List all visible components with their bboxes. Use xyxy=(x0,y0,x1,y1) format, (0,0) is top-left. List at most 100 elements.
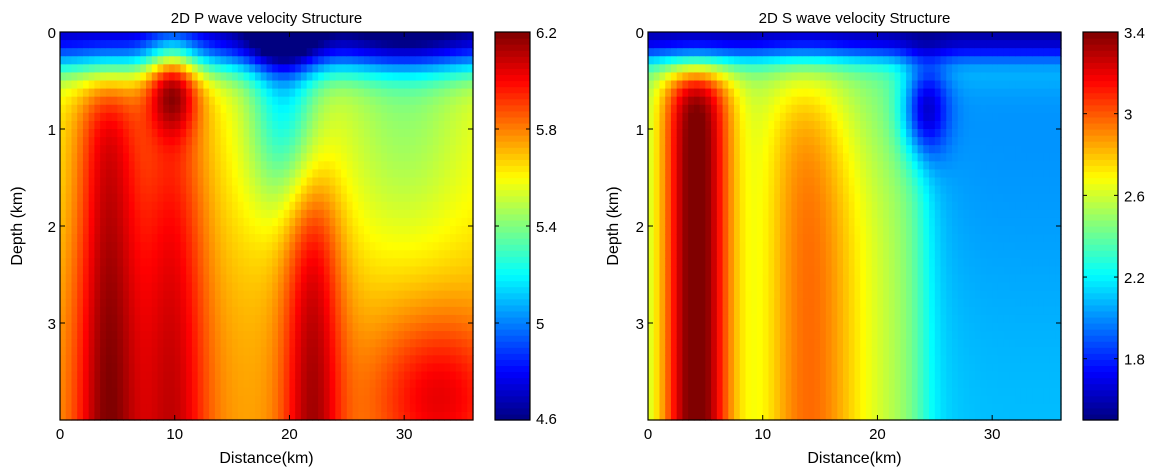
field-cell xyxy=(71,331,78,340)
field-cell xyxy=(739,266,747,276)
field-cell xyxy=(682,161,689,171)
field-cell xyxy=(802,145,810,154)
field-cell xyxy=(421,274,428,284)
field-cell xyxy=(688,64,695,74)
field-cell xyxy=(277,306,285,316)
field-cell xyxy=(146,379,153,389)
field-cell xyxy=(455,290,463,300)
field-cell xyxy=(659,355,666,365)
field-cell xyxy=(249,80,256,90)
field-cell xyxy=(318,395,325,405)
field-cell xyxy=(797,298,804,308)
field-cell xyxy=(100,258,107,268)
field-cell xyxy=(659,169,666,179)
field-cell xyxy=(682,363,689,373)
field-cell xyxy=(467,145,474,154)
field-cell xyxy=(415,209,422,219)
field-cell xyxy=(352,104,359,114)
field-cell xyxy=(186,193,193,203)
field-cell xyxy=(128,209,136,219)
field-cell xyxy=(398,411,405,421)
field-cell xyxy=(398,290,405,300)
field-cell xyxy=(427,274,434,284)
field-cell xyxy=(797,234,804,243)
field-cell xyxy=(779,64,787,74)
field-cell xyxy=(797,323,804,332)
field-cell xyxy=(670,306,678,316)
field-cell xyxy=(105,169,113,179)
field-cell xyxy=(191,129,199,138)
field-cell xyxy=(341,282,348,292)
field-cell xyxy=(774,323,781,332)
field-cell xyxy=(364,411,371,421)
field-cell xyxy=(386,64,394,74)
field-cell xyxy=(659,96,666,106)
colorbar-band xyxy=(495,383,530,391)
field-cell xyxy=(699,250,706,259)
field-cell xyxy=(232,88,239,98)
field-cell xyxy=(60,250,67,259)
field-cell xyxy=(111,339,118,348)
field-cell xyxy=(100,137,107,146)
field-cell xyxy=(716,234,724,243)
field-cell xyxy=(705,363,712,373)
field-cell xyxy=(243,217,250,227)
field-cell xyxy=(260,306,268,316)
field-cell xyxy=(653,32,661,41)
field-cell xyxy=(728,323,735,332)
field-cell xyxy=(785,363,793,373)
field-cell xyxy=(670,185,678,195)
field-cell xyxy=(774,371,781,381)
field-cell xyxy=(289,242,296,251)
field-cell xyxy=(312,242,319,251)
field-cell xyxy=(105,290,113,300)
field-cell xyxy=(191,88,199,98)
field-cell xyxy=(699,226,706,235)
field-cell xyxy=(272,169,279,179)
field-cell xyxy=(461,331,468,340)
field-cell xyxy=(814,96,821,106)
field-cell xyxy=(220,88,227,98)
field-cell xyxy=(65,298,73,308)
field-cell xyxy=(751,282,758,292)
field-cell xyxy=(745,395,752,405)
field-cell xyxy=(197,129,205,138)
field-cell xyxy=(329,185,336,195)
field-cell xyxy=(128,48,136,57)
field-cell xyxy=(105,96,113,106)
field-cell xyxy=(146,137,153,146)
field-cell xyxy=(277,80,285,90)
field-cell xyxy=(427,282,434,292)
field-cell xyxy=(277,314,285,324)
field-cell xyxy=(762,56,770,65)
field-cell xyxy=(768,226,775,235)
field-cell xyxy=(214,347,222,356)
field-cell xyxy=(134,339,141,348)
field-cell xyxy=(722,137,729,146)
field-cell xyxy=(306,217,313,227)
field-cell xyxy=(323,395,331,405)
field-cell xyxy=(461,306,468,316)
field-cell xyxy=(751,242,758,251)
field-cell xyxy=(814,250,821,259)
field-cell xyxy=(427,88,434,98)
field-cell xyxy=(295,379,302,389)
field-cell xyxy=(191,363,199,373)
field-cell xyxy=(123,32,130,41)
field-cell xyxy=(409,48,417,57)
field-cell xyxy=(734,331,741,340)
field-cell xyxy=(123,56,130,65)
field-cell xyxy=(670,112,678,122)
field-cell xyxy=(404,169,411,179)
field-cell xyxy=(237,80,245,90)
field-cell xyxy=(699,88,706,98)
field-cell xyxy=(386,185,394,195)
field-cell xyxy=(140,56,147,65)
field-cell xyxy=(168,104,176,114)
field-cell xyxy=(151,395,159,405)
field-cell xyxy=(168,347,176,356)
field-cell xyxy=(739,161,747,171)
field-cell xyxy=(797,217,804,227)
field-cell xyxy=(762,80,770,90)
field-cell xyxy=(375,363,382,373)
